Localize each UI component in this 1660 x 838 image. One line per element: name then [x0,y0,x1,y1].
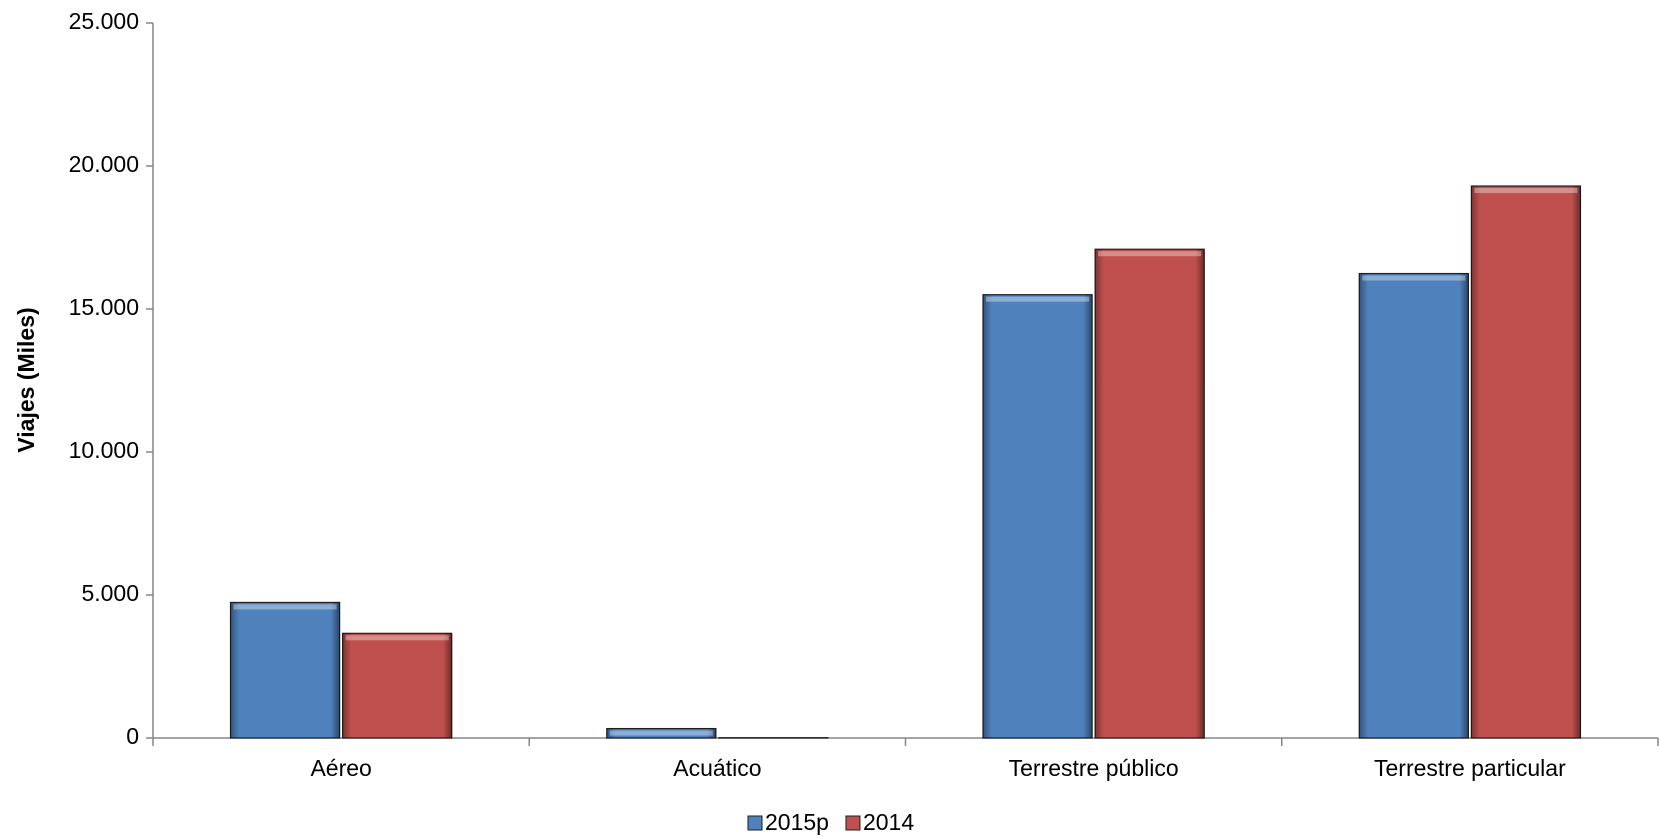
legend-label: 2014 [863,809,914,835]
x-tick-label: Terrestre particular [1374,755,1566,781]
y-tick-label: 25.000 [69,8,139,34]
bar [1094,248,1205,739]
legend-swatch [747,815,763,831]
bar [229,601,341,739]
x-tick-label: Aéreo [310,755,371,781]
bar-bevel [1474,188,1578,194]
bar-bevel [986,296,1090,302]
bar-bevel [345,635,449,641]
bar-bevel [1362,275,1466,281]
y-axis-title: Viajes (Miles) [13,307,39,452]
legend-label: 2015p [765,809,829,835]
y-tick-label: 10.000 [69,437,139,463]
bar-bevel [233,604,337,610]
y-tick-label: 5.000 [81,580,139,606]
x-tick-label: Acuático [673,755,761,781]
legend-swatch [845,815,861,831]
bar [982,294,1093,739]
y-tick-label: 0 [126,723,139,749]
bar [1470,185,1582,739]
bar-bevel [1098,251,1202,257]
x-tick-label: Terrestre público [1009,755,1179,781]
bar-bevel [609,730,713,736]
bar [1358,272,1469,739]
y-tick-label: 20.000 [69,151,139,177]
y-tick-label: 15.000 [69,294,139,320]
bar [342,632,453,739]
